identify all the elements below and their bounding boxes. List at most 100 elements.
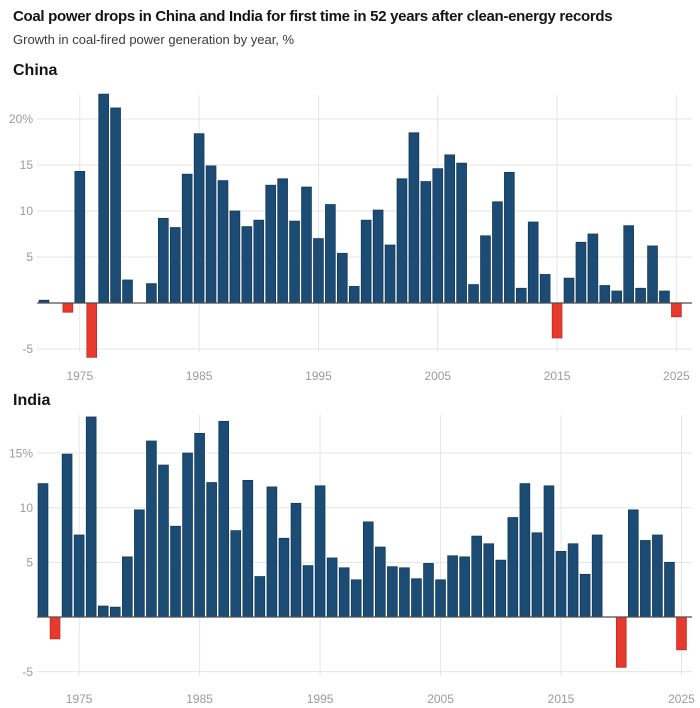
- bar-1986: [205, 165, 217, 304]
- bar-1994: [301, 186, 312, 304]
- bar-2001: [387, 566, 398, 618]
- bar-2024: [664, 561, 675, 618]
- bar-2023: [647, 245, 658, 304]
- bar-2016: [563, 277, 575, 304]
- bar-2002: [399, 567, 410, 618]
- india-section-heading: India: [13, 392, 51, 409]
- y-tick-label--5: -5: [22, 342, 33, 356]
- x-gridlines: [78, 415, 682, 676]
- bar-1985: [193, 133, 205, 304]
- bar-1997: [336, 252, 348, 304]
- bar-1991: [265, 184, 277, 304]
- bar-1994: [302, 565, 314, 618]
- bar-1978: [110, 107, 121, 304]
- bar-1995: [314, 485, 326, 618]
- bar-2013: [527, 221, 539, 304]
- bar-2010: [492, 201, 503, 304]
- bar-2003: [408, 132, 420, 304]
- bars: [38, 93, 682, 358]
- bar-2007: [456, 162, 467, 304]
- x-tick-label-1995: 1995: [307, 692, 334, 706]
- bar-2009: [483, 543, 495, 618]
- bar-1987: [217, 180, 229, 304]
- bars: [37, 416, 687, 668]
- bar-2021: [628, 509, 639, 618]
- bar-1992: [278, 537, 290, 618]
- bar-2023: [652, 534, 663, 618]
- y-axis-labels: 20% 15 10 5 -5: [9, 112, 33, 356]
- china-bar-chart: 20% 15 10 5 -5 1975 1985 1995 2005 2015 2025: [0, 88, 700, 390]
- bar-1989: [241, 226, 253, 304]
- bar-1990: [254, 576, 266, 618]
- bar-2006: [444, 154, 455, 304]
- bar-2014: [539, 274, 551, 304]
- bar-2006: [447, 555, 458, 618]
- china-section-heading: China: [13, 62, 58, 79]
- bar-1995: [313, 238, 324, 304]
- bar-2020: [611, 290, 623, 304]
- bar-1981: [146, 440, 157, 618]
- bar-2001: [384, 244, 396, 304]
- bar-1976: [85, 416, 97, 618]
- y-tick-label-5: 5: [26, 250, 33, 264]
- chart-title: Coal power drops in China and India for …: [13, 8, 613, 25]
- x-tick-label-2005: 2005: [427, 692, 454, 706]
- bar-1975: [74, 171, 86, 304]
- bar-2015: [551, 302, 563, 339]
- china-plot-area: 20% 15 10 5 -5 1975 1985 1995 2005 2015 2025: [9, 93, 692, 383]
- bar-2002: [396, 178, 408, 304]
- bar-2024: [659, 290, 670, 304]
- y-tick-label--5: -5: [22, 665, 33, 679]
- bar-2018: [587, 233, 599, 304]
- x-tick-label-2015: 2015: [544, 369, 571, 383]
- bar-2015: [555, 551, 567, 618]
- bar-2011: [504, 171, 515, 304]
- bar-2018: [591, 534, 603, 618]
- bar-1991: [266, 486, 278, 618]
- bar-1974: [61, 453, 73, 618]
- bar-1979: [122, 556, 133, 618]
- bar-2019: [599, 285, 611, 304]
- y-tick-label-5: 5: [26, 556, 33, 570]
- x-tick-label-1985: 1985: [186, 369, 213, 383]
- x-tick-label-1975: 1975: [66, 369, 93, 383]
- bar-1988: [229, 210, 241, 304]
- india-plot-area: 15% 10 5 -5 1975 1985 1995 2005 2015 2025: [9, 415, 695, 706]
- bar-1983: [169, 227, 181, 304]
- bar-2000: [375, 546, 386, 618]
- x-axis-labels: 1975 1985 1995 2005 2015 2025: [66, 369, 690, 383]
- bar-2014: [543, 485, 555, 618]
- y-tick-label-15%: 15%: [9, 446, 33, 460]
- bar-2004: [420, 181, 432, 304]
- bar-1980: [134, 509, 145, 618]
- bar-1981: [146, 283, 157, 304]
- y-tick-label-20%: 20%: [9, 112, 33, 126]
- bar-2009: [480, 235, 491, 304]
- bar-1983: [170, 525, 181, 618]
- bar-1977: [97, 605, 109, 618]
- bar-2016: [567, 543, 579, 618]
- bar-1972: [37, 483, 49, 618]
- india-bar-chart: 15% 10 5 -5 1975 1985 1995 2005 2015 2025: [0, 402, 700, 708]
- bar-1997: [338, 567, 350, 618]
- x-tick-label-1995: 1995: [305, 369, 332, 383]
- x-tick-label-2005: 2005: [424, 369, 451, 383]
- bar-2008: [471, 535, 482, 618]
- x-tick-label-2015: 2015: [548, 692, 575, 706]
- bar-2012: [515, 287, 527, 304]
- bar-1993: [289, 220, 300, 304]
- bar-1996: [326, 557, 338, 618]
- x-tick-label-2025: 2025: [668, 692, 695, 706]
- bar-1993: [290, 502, 302, 618]
- bar-1999: [362, 521, 374, 618]
- bar-2017: [579, 573, 591, 618]
- bar-1992: [277, 178, 288, 304]
- bar-1984: [182, 452, 193, 618]
- bar-2017: [575, 241, 587, 304]
- bar-1982: [158, 464, 169, 618]
- bar-2005: [432, 168, 444, 304]
- bar-2021: [623, 225, 634, 304]
- bar-2000: [372, 209, 384, 304]
- bar-2008: [468, 284, 479, 304]
- bar-1977: [98, 93, 109, 304]
